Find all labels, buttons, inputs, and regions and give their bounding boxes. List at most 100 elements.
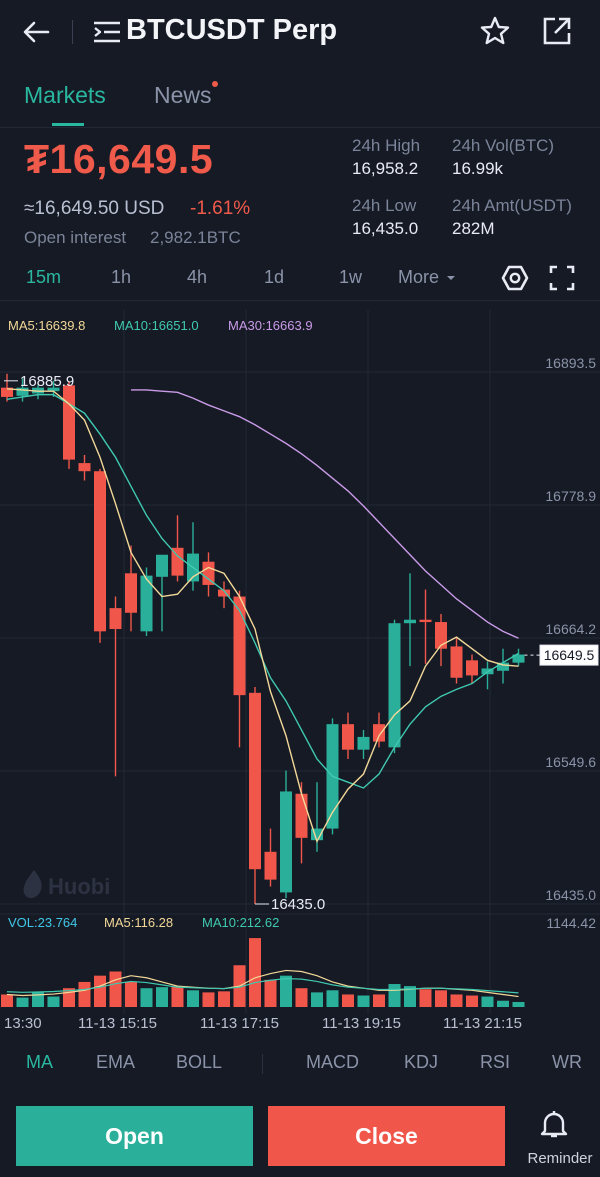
- volume-bar: [171, 986, 184, 1007]
- indicator-ma[interactable]: MA: [26, 1052, 53, 1072]
- high-value: 16,958.2: [352, 159, 419, 178]
- indicator-divider: [262, 1054, 263, 1074]
- indicator-wr[interactable]: WR: [552, 1052, 582, 1072]
- vol-ma10-legend: MA10:212.62: [202, 915, 279, 930]
- symbol-title[interactable]: BTCUSDT Perp: [126, 14, 338, 46]
- candle-body: [497, 662, 509, 671]
- last-price-tag-bg: [539, 644, 599, 666]
- active-tab-indicator: [52, 123, 84, 126]
- interval-1h[interactable]: 1h: [111, 267, 132, 287]
- volume-bar: [78, 981, 91, 1007]
- open-interest-label: Open interest: [24, 228, 127, 247]
- usd-equivalent: ≈16,649.50 USD: [24, 198, 165, 219]
- low-label: 24h Low: [352, 196, 417, 215]
- volume-bar: [218, 991, 230, 1007]
- candle-body: [264, 851, 277, 880]
- interval-1w[interactable]: 1w: [339, 267, 363, 287]
- candle-body: [466, 660, 478, 676]
- chart-settings-icon[interactable]: [500, 264, 530, 292]
- candle-body: [233, 596, 246, 696]
- candle-body: [1, 387, 13, 397]
- interval-1d[interactable]: 1d: [264, 267, 285, 287]
- more-label: More: [398, 267, 440, 287]
- candle-body: [450, 646, 463, 678]
- indicator-kdj[interactable]: KDJ: [404, 1052, 439, 1072]
- candle-body: [125, 573, 137, 613]
- candle-body: [435, 622, 447, 649]
- candle-body: [78, 463, 91, 472]
- time-axis-label: 11-13 19:15: [322, 1015, 401, 1030]
- vol-legend: VOL:23.764: [8, 915, 77, 930]
- header-divider: [72, 20, 73, 44]
- favorite-star-icon[interactable]: [478, 14, 512, 48]
- candle-body: [280, 791, 292, 893]
- open-button[interactable]: Open: [16, 1106, 253, 1166]
- reminder-label[interactable]: Reminder: [527, 1150, 593, 1167]
- volume-bar: [388, 984, 401, 1007]
- ma5-line: [6, 388, 519, 844]
- price-axis-label: 16435.0: [545, 887, 596, 903]
- candle-body: [295, 793, 308, 838]
- vol-ma5-legend: MA5:116.28: [104, 915, 173, 930]
- high-label: 24h High: [352, 136, 421, 155]
- volume-bar: [404, 986, 416, 1007]
- volume-bar: [202, 992, 215, 1007]
- time-axis-label: 13:30: [4, 1015, 42, 1030]
- close-button[interactable]: Close: [268, 1106, 505, 1166]
- bell-icon[interactable]: [536, 1108, 572, 1140]
- tab-news[interactable]: News: [154, 82, 212, 108]
- price-axis-label: 16549.6: [545, 754, 596, 770]
- volume-bar: [94, 975, 106, 1007]
- candle-body: [171, 547, 184, 576]
- candle-body: [373, 724, 385, 742]
- ma10-legend: MA10:16651.0: [114, 318, 199, 333]
- volume-ma10-line: [6, 977, 519, 994]
- volume-bar: [280, 975, 292, 1007]
- share-icon[interactable]: [540, 14, 574, 48]
- interval-4h[interactable]: 4h: [187, 267, 208, 287]
- volume-bar: [342, 994, 354, 1007]
- ma30-line: [131, 389, 519, 639]
- max-price-marker: 16885.9: [20, 373, 74, 390]
- volume-label: 24h Vol(BTC): [452, 136, 555, 155]
- volume-bar: [481, 996, 494, 1007]
- indicator-ema[interactable]: EMA: [96, 1052, 136, 1072]
- open-interest-value: 2,982.1BTC: [150, 228, 241, 247]
- price-change: -1.61%: [190, 198, 251, 219]
- vol-axis-max: 1144.42: [546, 915, 596, 931]
- volume-bar: [156, 987, 168, 1007]
- kline-chart[interactable]: MA5:16639.8 MA10:16651.0 MA30:16663.9 Hu…: [0, 310, 600, 1030]
- volume-bar: [187, 990, 199, 1007]
- ma10-line: [6, 393, 519, 789]
- indicator-boll[interactable]: BOLL: [176, 1052, 223, 1072]
- volume-bar: [1, 994, 13, 1007]
- volume-bar: [373, 994, 385, 1007]
- volume-bar: [357, 995, 370, 1007]
- candle-body: [419, 619, 432, 623]
- candle-body: [218, 589, 230, 597]
- volume-bar: [466, 995, 478, 1007]
- price-axis-label: 16893.5: [545, 355, 596, 371]
- last-price: ₮16,649.5: [24, 136, 214, 182]
- interval-15m[interactable]: 15m: [26, 267, 62, 287]
- candle-body: [63, 385, 75, 460]
- indicator-macd[interactable]: MACD: [306, 1052, 359, 1072]
- low-value: 16,435.0: [352, 219, 419, 238]
- drawer-menu-icon[interactable]: [92, 20, 122, 44]
- tab-markets[interactable]: Markets: [24, 82, 106, 108]
- volume-bar: [450, 994, 463, 1007]
- candle-body: [156, 554, 168, 577]
- fullscreen-icon[interactable]: [548, 264, 576, 292]
- candle-body: [512, 654, 525, 663]
- candle-body: [404, 619, 416, 624]
- indicator-rsi[interactable]: RSI: [480, 1052, 511, 1072]
- volume-bar: [295, 988, 308, 1007]
- more-intervals[interactable]: More: [398, 267, 456, 288]
- watermark-text: Huobi: [48, 874, 110, 899]
- interval-divider: [0, 300, 600, 301]
- volume-bar: [16, 997, 29, 1007]
- back-arrow-icon[interactable]: [20, 16, 52, 48]
- volume-bar: [264, 979, 277, 1007]
- volume-bar: [140, 988, 153, 1007]
- candle-body: [249, 692, 261, 870]
